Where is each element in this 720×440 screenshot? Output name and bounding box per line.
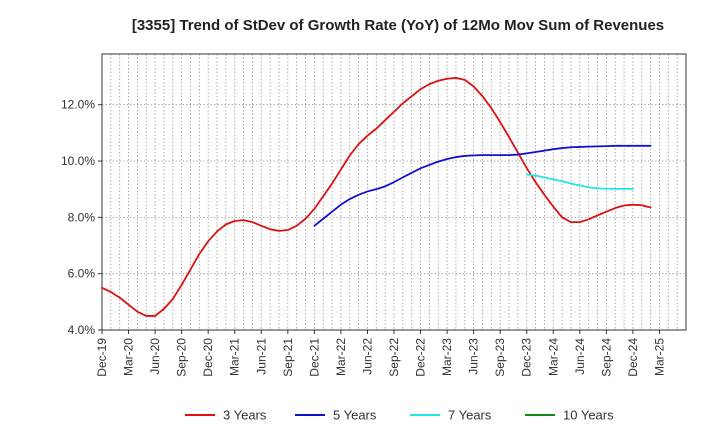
x-tick-label: Mar-25	[652, 338, 666, 376]
x-tick-label: Dec-19	[95, 338, 109, 377]
x-tick-label: Jun-24	[573, 338, 587, 375]
x-tick-label: Sep-22	[387, 338, 401, 377]
y-tick-label: 10.0%	[61, 154, 95, 168]
x-tick-label: Sep-23	[493, 338, 507, 377]
legend-label-3-years: 3 Years	[223, 408, 267, 423]
legend-label-7-years: 7 Years	[448, 408, 492, 423]
x-tick-label: Dec-20	[201, 338, 215, 377]
x-tick-label: Sep-24	[599, 338, 613, 377]
x-tick-label: Jun-20	[148, 338, 162, 375]
series-line-7-years	[525, 173, 634, 190]
x-tick-label: Dec-24	[626, 338, 640, 377]
x-tick-label: Sep-20	[175, 338, 189, 377]
y-axis: 4.0% 6.0% 8.0% 10.0% 12.0%	[61, 98, 102, 337]
series-line-3-years	[101, 77, 652, 317]
y-tick-label: 12.0%	[61, 98, 95, 112]
x-tick-label: Dec-23	[520, 338, 534, 377]
x-tick-label: Mar-21	[228, 338, 242, 376]
x-tick-label: Dec-21	[307, 338, 321, 377]
legend-label-10-years: 10 Years	[563, 408, 614, 423]
x-tick-label: Jun-21	[254, 338, 268, 375]
x-tick-label: Mar-23	[440, 338, 454, 376]
series-line-5-years	[313, 144, 652, 227]
series-layer	[101, 77, 652, 317]
y-tick-label: 8.0%	[68, 210, 96, 224]
y-tick-label: 6.0%	[68, 267, 96, 281]
x-tick-label: Jun-22	[360, 338, 374, 375]
x-tick-label: Sep-21	[281, 338, 295, 377]
y-tick-label: 4.0%	[68, 323, 96, 337]
x-tick-label: Jun-23	[467, 338, 481, 375]
chart-title: [3355] Trend of StDev of Growth Rate (Yo…	[132, 17, 664, 34]
x-tick-label: Mar-22	[334, 338, 348, 376]
x-axis: Dec-19 Mar-20 Jun-20 Sep-20 Dec-20 Mar-21 Jun-…	[95, 330, 666, 377]
x-tick-label: Mar-24	[546, 338, 560, 376]
x-tick-label: Mar-20	[122, 338, 136, 376]
legend: 3 Years 5 Years 7 Years 10 Years	[185, 408, 614, 423]
legend-label-5-years: 5 Years	[333, 408, 377, 423]
x-tick-label: Dec-22	[414, 338, 428, 377]
